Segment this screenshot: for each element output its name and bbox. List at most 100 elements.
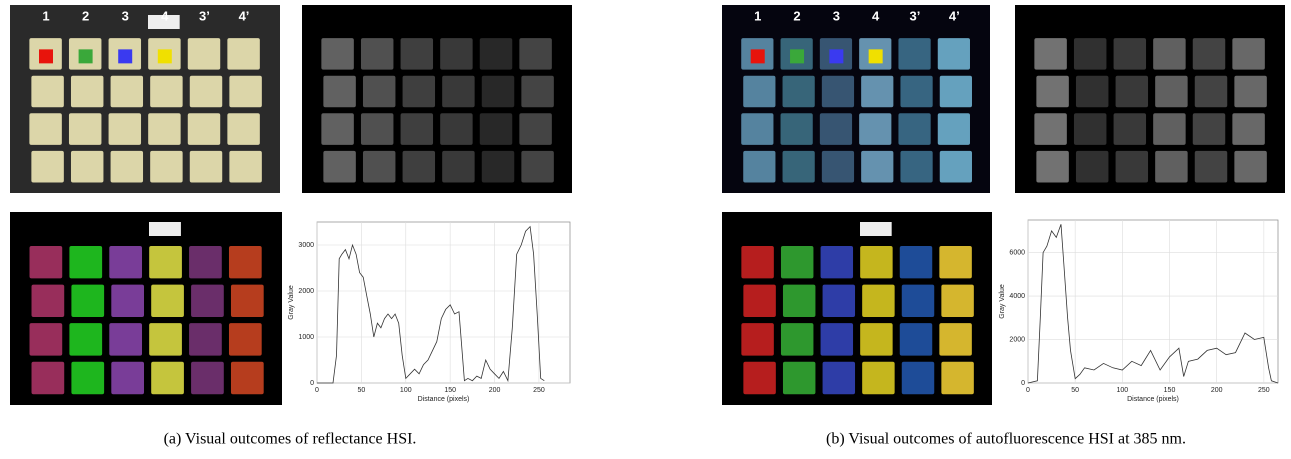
sample-tile — [823, 285, 855, 317]
sample-tile — [902, 362, 934, 394]
sample-tile — [1074, 113, 1106, 145]
sample-tile — [71, 151, 103, 183]
sample-tile — [188, 113, 220, 145]
sample-tile — [151, 285, 184, 317]
sample-tile — [938, 38, 970, 70]
sample-tile — [1036, 151, 1068, 183]
y-tick-label: 1000 — [298, 334, 314, 341]
column-label: 1 — [42, 8, 49, 23]
sample-tile — [111, 362, 144, 394]
marker-square — [829, 49, 843, 63]
y-axis-label: Gray Value — [288, 285, 295, 320]
column-label: 3 — [833, 8, 840, 23]
sample-tile — [1076, 151, 1108, 183]
y-tick-label: 2000 — [298, 288, 314, 295]
sample-tile — [860, 323, 892, 355]
sample-tile — [902, 285, 934, 317]
sample-tile — [1232, 113, 1264, 145]
sample-tile — [29, 113, 61, 145]
column-label: 4 — [161, 8, 169, 23]
plot-frame — [317, 222, 570, 383]
sample-tile — [1234, 151, 1266, 183]
sample-tile — [190, 76, 222, 108]
x-tick-label: 0 — [1026, 387, 1030, 394]
x-tick-label: 100 — [400, 387, 412, 394]
sample-tile — [823, 362, 855, 394]
sample-tile — [1155, 151, 1187, 183]
sample-tile — [227, 113, 259, 145]
sample-tile — [32, 362, 65, 394]
sample-tile — [861, 151, 893, 183]
marker-square — [118, 49, 132, 63]
sample-tile — [741, 323, 773, 355]
sample-tile — [189, 323, 222, 355]
sample-tile — [783, 285, 815, 317]
sample-tile — [940, 76, 972, 108]
sample-tile — [151, 362, 184, 394]
x-axis-label: Distance (pixels) — [418, 396, 470, 403]
y-axis-label: Gray Value — [999, 284, 1006, 319]
sample-tile — [940, 151, 972, 183]
sample-tile — [191, 362, 224, 394]
sample-tile — [521, 76, 553, 108]
sample-tile — [783, 151, 815, 183]
x-tick-label: 0 — [315, 387, 319, 394]
sample-tile — [71, 285, 104, 317]
y-tick-label: 6000 — [1009, 249, 1025, 256]
sample-tile — [938, 113, 970, 145]
sample-tile — [781, 113, 813, 145]
sample-tile — [231, 285, 264, 317]
sample-tile — [941, 362, 973, 394]
sample-tile — [1114, 113, 1146, 145]
sample-tile — [191, 285, 224, 317]
sample-tile — [1114, 38, 1146, 70]
sample-tile — [71, 362, 104, 394]
sample-tile — [822, 151, 854, 183]
sample-tile — [900, 323, 932, 355]
y-tick-label: 2000 — [1009, 336, 1025, 343]
sample-tile — [860, 246, 892, 278]
marker-square — [158, 49, 172, 63]
sample-tile — [229, 323, 262, 355]
sample-tile — [403, 76, 435, 108]
x-tick-label: 200 — [1211, 387, 1223, 394]
sample-tile — [231, 362, 264, 394]
x-axis-label: Distance (pixels) — [1127, 396, 1179, 403]
sample-tile — [900, 76, 932, 108]
sample-tile — [482, 151, 514, 183]
sample-tile — [149, 323, 182, 355]
sample-tile — [440, 113, 472, 145]
sample-tile — [109, 246, 142, 278]
sample-tile — [862, 285, 894, 317]
x-tick-label: 150 — [444, 387, 456, 394]
sample-tile — [859, 113, 891, 145]
sample-tile — [822, 76, 854, 108]
sample-tile — [1034, 38, 1066, 70]
sample-tile — [898, 38, 930, 70]
sample-tile — [480, 113, 512, 145]
sample-tile — [743, 76, 775, 108]
sample-tile — [31, 151, 63, 183]
column-label: 4’ — [949, 8, 960, 23]
sample-tile — [440, 38, 472, 70]
caption: (b) Visual outcomes of autofluorescence … — [826, 431, 1186, 448]
sample-tile — [1232, 38, 1264, 70]
sample-tile — [69, 113, 101, 145]
sample-tile — [781, 246, 813, 278]
sample-tile — [109, 323, 142, 355]
x-tick-label: 100 — [1116, 387, 1128, 394]
sample-tile — [1155, 76, 1187, 108]
sample-tile — [323, 76, 355, 108]
column-label: 4’ — [239, 8, 250, 23]
sample-tile — [30, 323, 63, 355]
sample-tile — [111, 151, 143, 183]
sample-tile — [1153, 38, 1185, 70]
sample-tile — [1116, 151, 1148, 183]
column-label: 1 — [754, 8, 761, 23]
marker-square — [79, 49, 93, 63]
column-label: 4 — [872, 8, 880, 23]
sample-tile — [861, 76, 893, 108]
sample-tile — [820, 113, 852, 145]
sample-tile — [480, 38, 512, 70]
sample-tile — [442, 151, 474, 183]
